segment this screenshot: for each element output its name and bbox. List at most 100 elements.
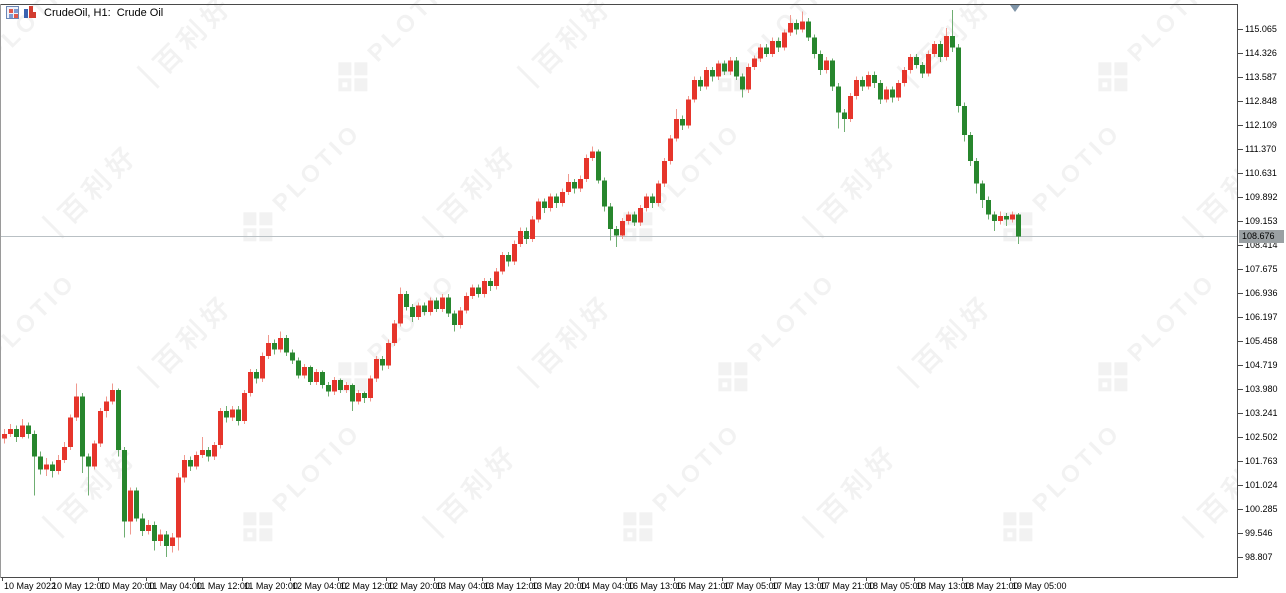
candle <box>140 513 145 537</box>
candle <box>404 290 409 311</box>
candle <box>416 302 421 321</box>
time-axis-tick <box>770 577 771 581</box>
current-price-badge: 108.676 <box>1239 229 1284 243</box>
price-axis-tick <box>1238 533 1243 534</box>
candle <box>50 461 55 478</box>
price-axis-label: 106.197 <box>1245 312 1278 322</box>
candle <box>494 268 499 290</box>
candle <box>962 102 967 142</box>
candle <box>536 198 541 223</box>
candle <box>758 44 763 62</box>
candle <box>836 83 841 129</box>
candle <box>530 216 535 243</box>
candle <box>770 37 775 58</box>
time-axis-tick <box>146 577 147 581</box>
price-axis-label: 115.065 <box>1245 24 1277 34</box>
time-axis-tick <box>242 577 243 581</box>
candle <box>170 532 175 553</box>
candle <box>902 66 907 87</box>
candle <box>728 57 733 75</box>
price-axis-label: 110.631 <box>1245 168 1277 178</box>
candle <box>986 196 991 220</box>
candle <box>278 331 283 353</box>
price-axis-label: 102.502 <box>1245 432 1278 442</box>
price-axis-tick <box>1238 173 1243 174</box>
time-axis-tick <box>434 577 435 581</box>
candle <box>212 441 217 460</box>
candle <box>218 407 223 449</box>
time-axis-label: 17 May 13:00 <box>772 581 827 591</box>
candle <box>56 454 61 475</box>
time-axis-label: 12 May 20:00 <box>388 581 443 591</box>
candle <box>284 334 289 356</box>
time-axis-label: 12 May 04:00 <box>292 581 347 591</box>
candle <box>440 294 445 313</box>
candle <box>848 92 853 123</box>
candle <box>476 284 481 298</box>
candle <box>914 53 919 69</box>
time-axis-tick <box>338 577 339 581</box>
candle <box>176 472 181 551</box>
time-axis-label: 18 May 13:00 <box>916 581 971 591</box>
time-axis-tick <box>386 577 387 581</box>
price-axis[interactable]: 115.065 114.326 113.587 112.848 112.109 111.3… <box>1238 0 1286 578</box>
time-axis[interactable]: 10 May 2022 10 May 12:00 10 May 20:00 11 Ma… <box>0 577 1238 593</box>
candle <box>794 19 799 35</box>
plot-border-top <box>0 4 1237 5</box>
candle <box>872 71 877 88</box>
price-axis-tick <box>1238 461 1243 462</box>
candle <box>152 521 157 551</box>
plot-border-bottom <box>0 577 1238 578</box>
candle <box>500 251 505 275</box>
candle <box>326 381 331 397</box>
candle <box>458 307 463 329</box>
candle <box>896 79 901 101</box>
candle <box>698 76 703 92</box>
time-axis-label: 11 May 20:00 <box>244 581 298 591</box>
candle <box>26 422 31 439</box>
candle <box>302 363 307 379</box>
candle <box>128 487 133 535</box>
chart-title-bar: CrudeOil, H1: Crude Oil <box>6 6 163 19</box>
candle <box>584 154 589 183</box>
time-axis-label: 10 May 12:00 <box>52 581 107 591</box>
price-axis-label: 108.414 <box>1245 240 1278 250</box>
candle <box>428 297 433 316</box>
price-axis-label: 109.153 <box>1245 216 1278 226</box>
time-axis-tick <box>962 577 963 581</box>
candlestick-canvas[interactable] <box>0 0 1238 578</box>
price-axis-tick <box>1238 317 1243 318</box>
candle <box>650 193 655 209</box>
candle <box>482 277 487 298</box>
candle <box>452 310 457 332</box>
price-axis-tick <box>1238 125 1243 126</box>
candle <box>788 14 793 36</box>
candle <box>362 391 367 403</box>
chart-plot-area[interactable]: PLOTIO 百利好 PLOTIO 百利好 PLOTIO 百利好 PLOTIO 百利好 PLOT… <box>0 0 1238 578</box>
time-axis-label: 17 May 21:00 <box>820 581 875 591</box>
candle <box>632 211 637 226</box>
price-axis-tick <box>1238 413 1243 414</box>
candle <box>626 211 631 225</box>
candle <box>356 389 361 405</box>
candle <box>710 66 715 82</box>
candle <box>98 407 103 447</box>
candle <box>722 60 727 75</box>
candle <box>548 193 553 212</box>
candle <box>392 320 397 347</box>
candle <box>14 425 19 442</box>
time-axis-label: 11 May 12:00 <box>196 581 250 591</box>
time-axis-tick <box>722 577 723 581</box>
time-axis-tick <box>194 577 195 581</box>
price-axis-label: 100.285 <box>1245 504 1278 514</box>
candle <box>566 174 571 196</box>
candle <box>506 251 511 267</box>
candle <box>968 131 973 166</box>
price-axis-label: 107.675 <box>1245 264 1278 274</box>
plot-border-right <box>1237 4 1238 578</box>
time-axis-label: 11 May 04:00 <box>148 581 202 591</box>
candle <box>470 284 475 300</box>
chart-shift-arrow-icon[interactable] <box>1010 5 1020 12</box>
price-axis-tick <box>1238 221 1243 222</box>
